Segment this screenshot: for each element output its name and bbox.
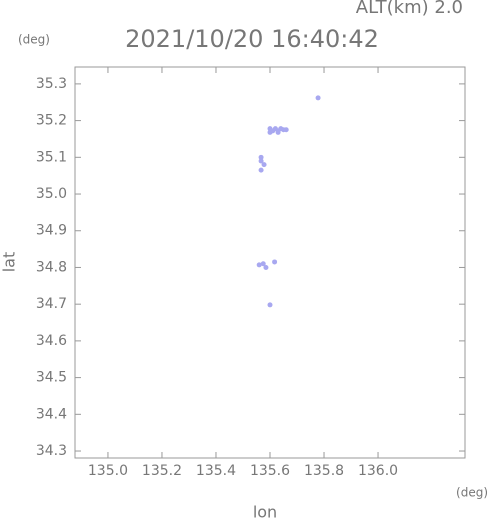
point bbox=[256, 262, 262, 268]
y-tick-label: 34.6 bbox=[36, 333, 67, 349]
y-tick-label: 34.3 bbox=[36, 443, 67, 459]
point bbox=[267, 129, 273, 135]
point bbox=[275, 129, 281, 135]
chart-subtitle: ALT(km) 2.0 bbox=[356, 0, 463, 18]
point bbox=[260, 261, 266, 267]
x-tick-label: 135.6 bbox=[250, 463, 290, 479]
x-tick-label: 135.0 bbox=[88, 463, 128, 479]
point bbox=[272, 259, 278, 265]
point bbox=[263, 264, 269, 270]
y-tick-label: 35.3 bbox=[36, 76, 67, 92]
point bbox=[315, 95, 321, 101]
x-tick-label: 136.0 bbox=[358, 463, 398, 479]
point bbox=[267, 302, 273, 308]
y-tick-label: 34.7 bbox=[36, 296, 67, 312]
y-tick-label: 34.9 bbox=[36, 223, 67, 239]
point bbox=[258, 167, 264, 173]
point bbox=[258, 158, 264, 164]
chart-title: 2021/10/20 16:40:42 bbox=[125, 25, 379, 53]
y-tick-label: 35.0 bbox=[36, 186, 67, 202]
point bbox=[261, 162, 267, 168]
x-axis-label: lon bbox=[253, 503, 277, 521]
y-tick-label: 34.4 bbox=[36, 406, 67, 422]
y-tick-label: 35.2 bbox=[36, 113, 67, 129]
plot-frame bbox=[74, 66, 466, 459]
x-tick-label: 135.2 bbox=[142, 463, 182, 479]
y-unit: (deg) bbox=[18, 33, 50, 47]
point bbox=[283, 127, 289, 133]
x-unit: (deg) bbox=[456, 486, 488, 500]
y-tick-label: 35.1 bbox=[36, 149, 67, 165]
point bbox=[258, 154, 264, 160]
x-tick-label: 135.8 bbox=[304, 463, 344, 479]
x-tick-label: 135.4 bbox=[196, 463, 236, 479]
y-axis-label: lat bbox=[0, 252, 19, 273]
y-tick-label: 34.8 bbox=[36, 259, 67, 275]
y-tick-label: 34.5 bbox=[36, 370, 67, 386]
